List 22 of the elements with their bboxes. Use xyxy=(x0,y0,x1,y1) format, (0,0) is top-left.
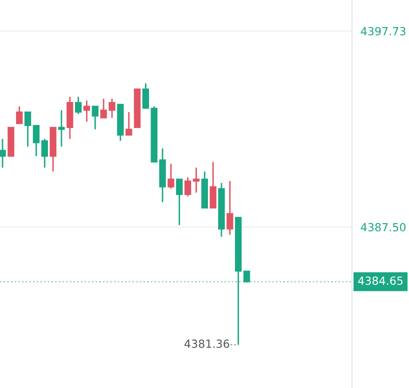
candlestick xyxy=(243,270,250,284)
candlestick xyxy=(58,109,65,148)
y-tick-label: 4397.73 xyxy=(360,27,406,36)
candlestick xyxy=(184,176,192,198)
candlestick xyxy=(24,111,32,148)
candlestick xyxy=(74,96,82,115)
candlestick xyxy=(0,138,6,168)
annotation: 4381.36 xyxy=(184,340,230,348)
candlestick xyxy=(210,161,216,209)
ref-line-label: 4384.65 xyxy=(358,276,403,285)
candlestick xyxy=(192,166,200,194)
candlestick xyxy=(226,180,234,236)
candlestick xyxy=(83,100,90,122)
candlestick xyxy=(168,163,174,190)
candlestick xyxy=(41,138,48,168)
candlestick xyxy=(92,106,98,130)
candlestick xyxy=(142,82,150,109)
candlestick xyxy=(176,178,183,226)
candlestick xyxy=(16,106,23,124)
candlestick xyxy=(126,111,132,136)
y-tick-label: 4387.50 xyxy=(360,223,406,232)
candlestick xyxy=(32,124,40,157)
